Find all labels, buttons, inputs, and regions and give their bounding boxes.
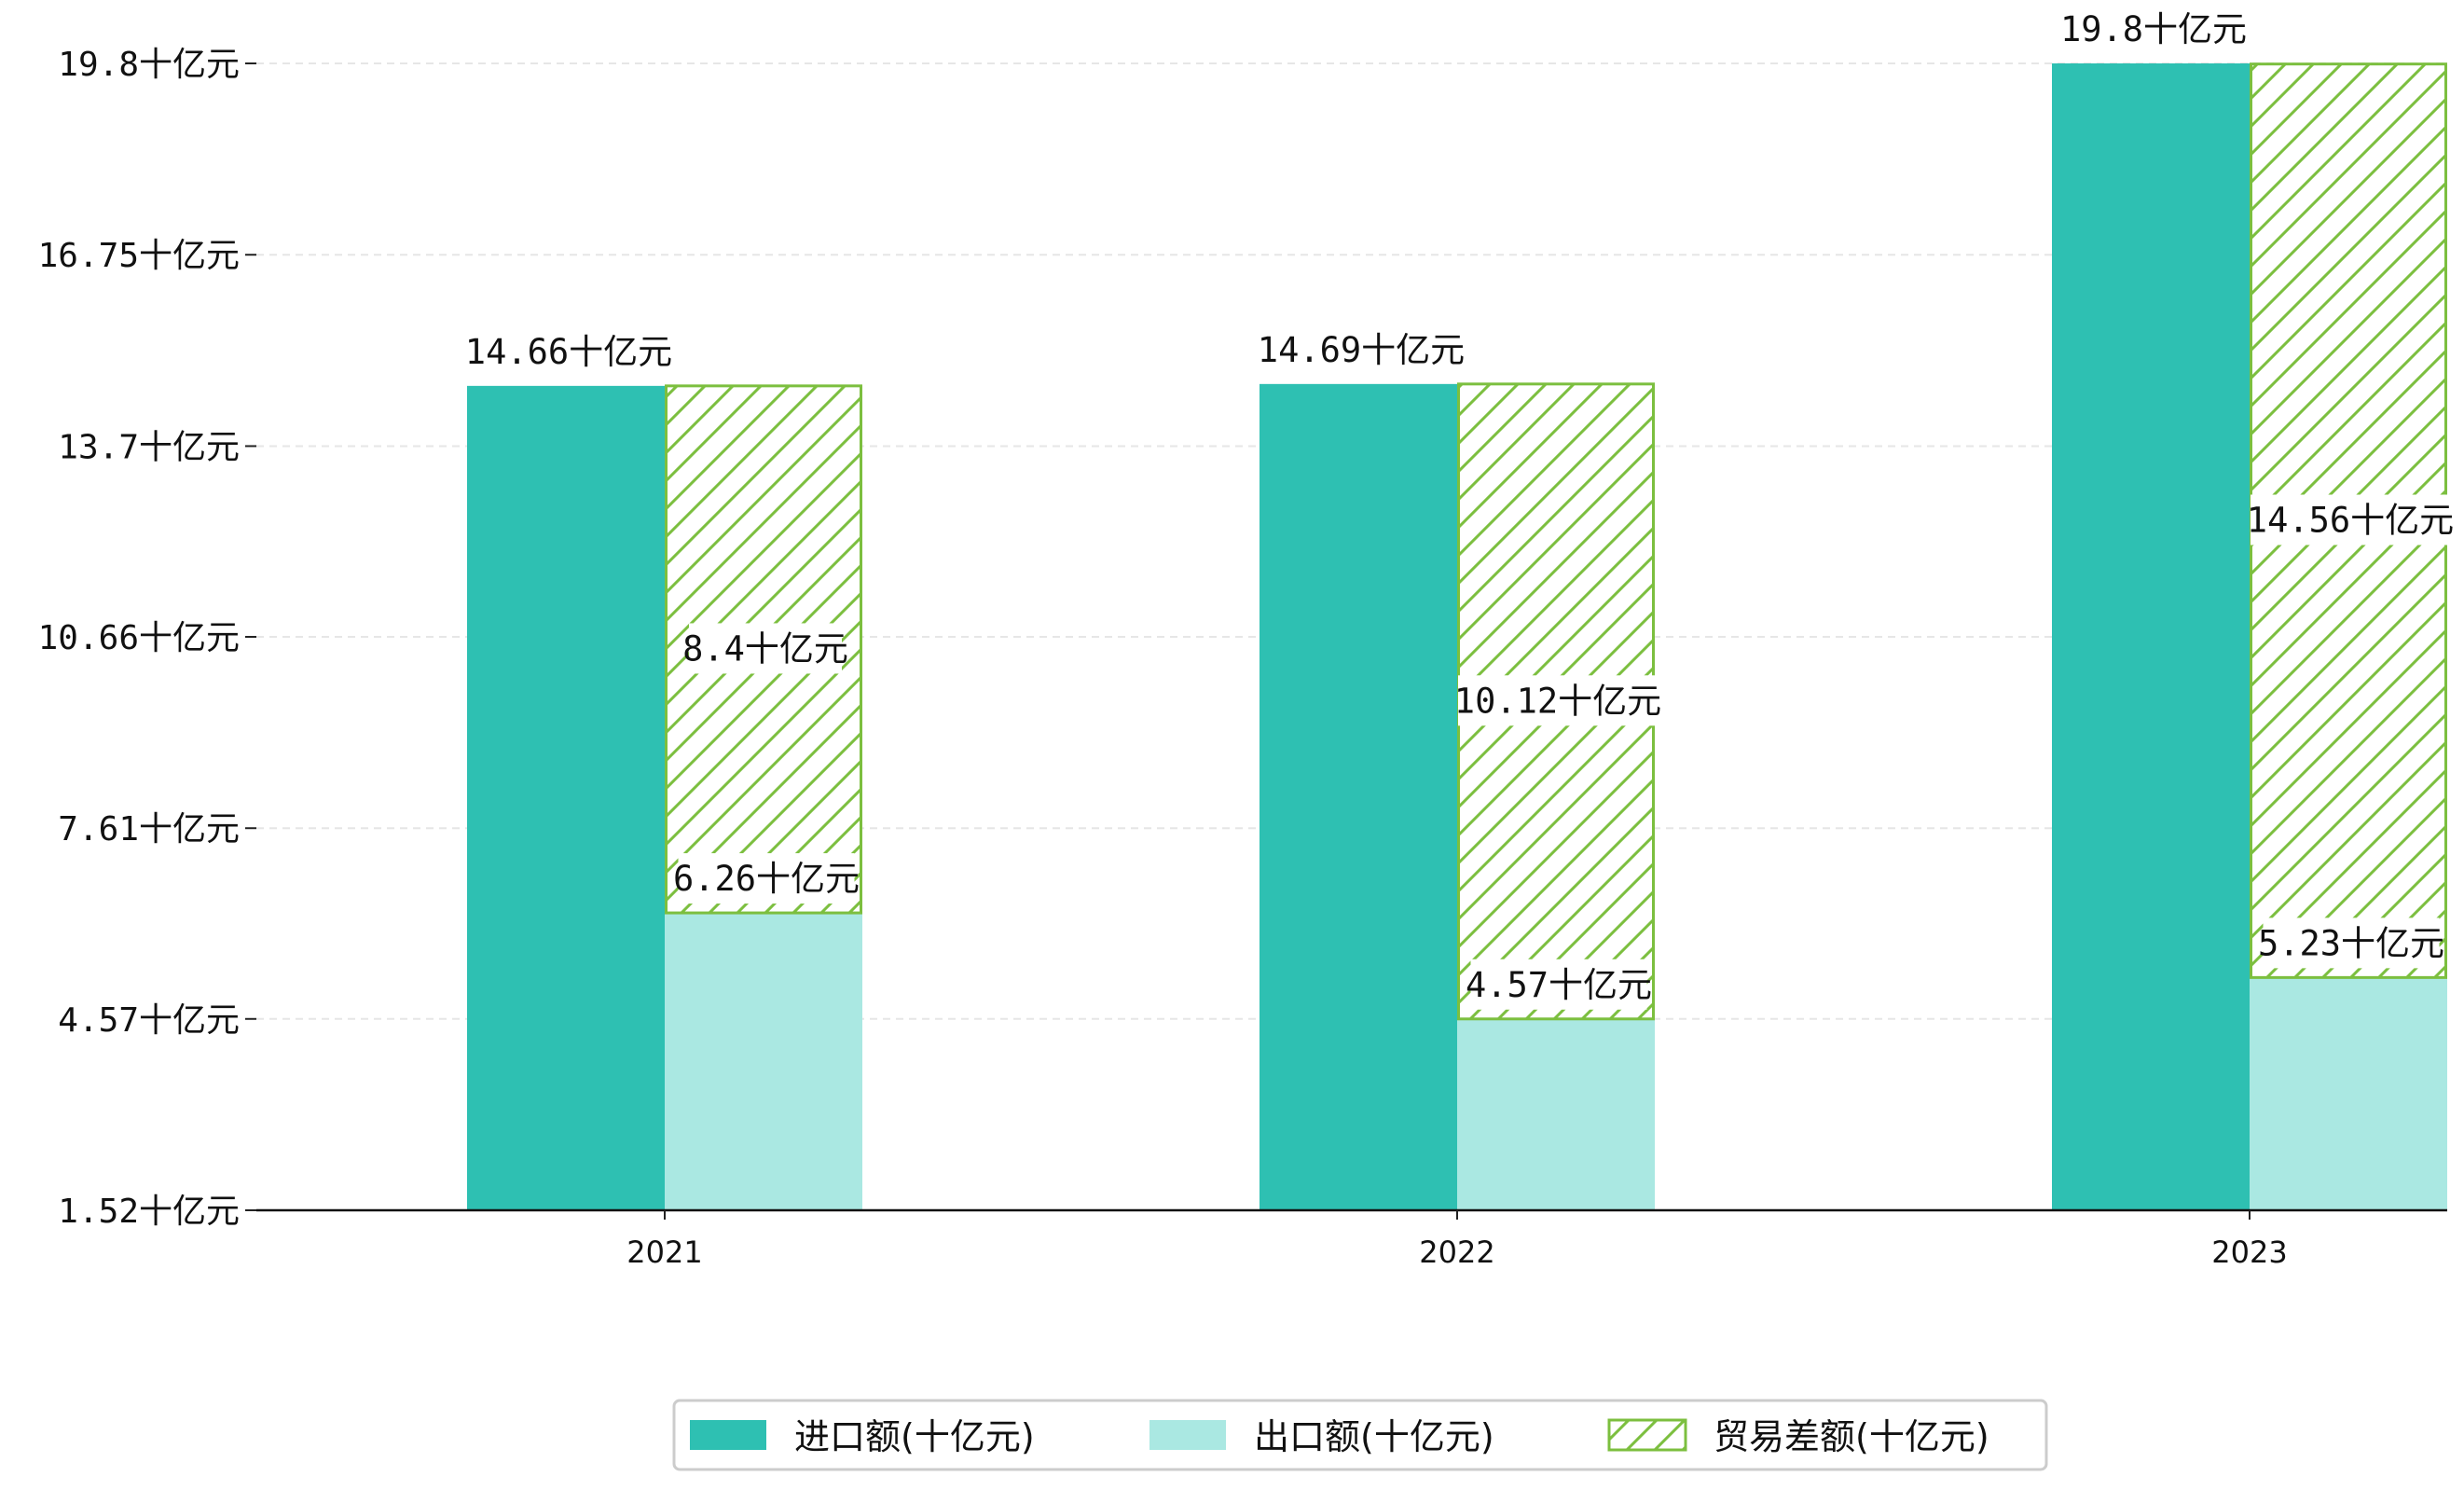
data-label: 4.57十亿元 [1466,959,1652,1010]
axes: 1.52十亿元 4.57十亿元 7.61十亿元 10.66十亿元 13.7十亿元 16.7… [38,46,2447,1270]
legend-label: 进口额(十亿元) [794,1416,1035,1457]
data-label: 14.56十亿元 [2247,494,2454,545]
legend-swatch [690,1420,766,1450]
data-label: 19.8十亿元 [2060,4,2247,54]
legend-label: 贸易差额(十亿元) [1714,1416,1989,1457]
import-bar [2052,63,2250,1210]
data-label-box [2065,4,2242,54]
export-bar [2250,977,2447,1210]
legend-item: 出口额(十亿元) [1149,1416,1494,1457]
data-label-box [469,325,668,377]
data-label: 6.26十亿元 [673,853,860,904]
data-label-box [1470,959,1647,1010]
data-label-text: 14.69十亿元 [1258,330,1465,370]
data-label-box [689,623,842,674]
export-bar [1457,1018,1655,1210]
import-bar [1260,383,1457,1210]
data-label-box [2263,917,2440,969]
data-label-text: 19.8十亿元 [2060,9,2247,49]
legend-swatch [1149,1420,1226,1450]
data-label-text: 6.26十亿元 [673,859,860,899]
x-tick-label: 2022 [1419,1235,1494,1270]
bars [467,62,2447,1210]
data-label: 14.66十亿元 [465,325,672,377]
y-tick-label: 16.75十亿元 [38,237,240,275]
legend-frame [672,1399,2048,1471]
y-tick-label: 13.7十亿元 [58,428,240,466]
data-label: 5.23十亿元 [2258,917,2444,969]
y-tick-label: 1.52十亿元 [58,1193,240,1231]
x-tick-label: 2021 [626,1235,702,1270]
data-label-text: 4.57十亿元 [1466,965,1652,1005]
data-label-text: 5.23十亿元 [2258,923,2444,963]
legend-item: 进口额(十亿元) [690,1416,1035,1457]
y-tick-label: 10.66十亿元 [38,619,240,657]
data-label-box [2251,494,2450,545]
x-tick-label: 2023 [2211,1235,2287,1270]
import-bar [467,385,665,1210]
y-tick-label: 19.8十亿元 [58,46,240,84]
legend: 进口额(十亿元) 出口额(十亿元) 贸易差额(十亿元) [672,1399,2048,1471]
y-tick-label: 7.61十亿元 [58,810,240,848]
export-bar [665,913,862,1210]
data-label-text: 14.56十亿元 [2247,501,2454,541]
data-label: 14.69十亿元 [1258,324,1465,375]
data-label-text: 14.66十亿元 [465,332,672,372]
legend-swatch [1607,1418,1687,1452]
data-label-box [1458,675,1658,726]
data-label: 8.4十亿元 [682,623,848,674]
data-label-box [678,853,855,904]
legend-item: 贸易差额(十亿元) [1607,1416,1989,1457]
data-labels: 14.66十亿元 6.26十亿元 8.4十亿元 14.69十亿元 4.57十亿元 10.1… [465,4,2454,1010]
legend-label: 出口额(十亿元) [1254,1416,1494,1457]
data-label-box [1261,324,1461,375]
data-label-text: 10.12十亿元 [1454,681,1661,721]
legend-box: 进口额(十亿元) 出口额(十亿元) 贸易差额(十亿元) [672,1399,2048,1471]
data-label-text: 8.4十亿元 [682,628,848,669]
data-label: 10.12十亿元 [1454,675,1661,726]
y-tick-label: 4.57十亿元 [58,1001,240,1040]
